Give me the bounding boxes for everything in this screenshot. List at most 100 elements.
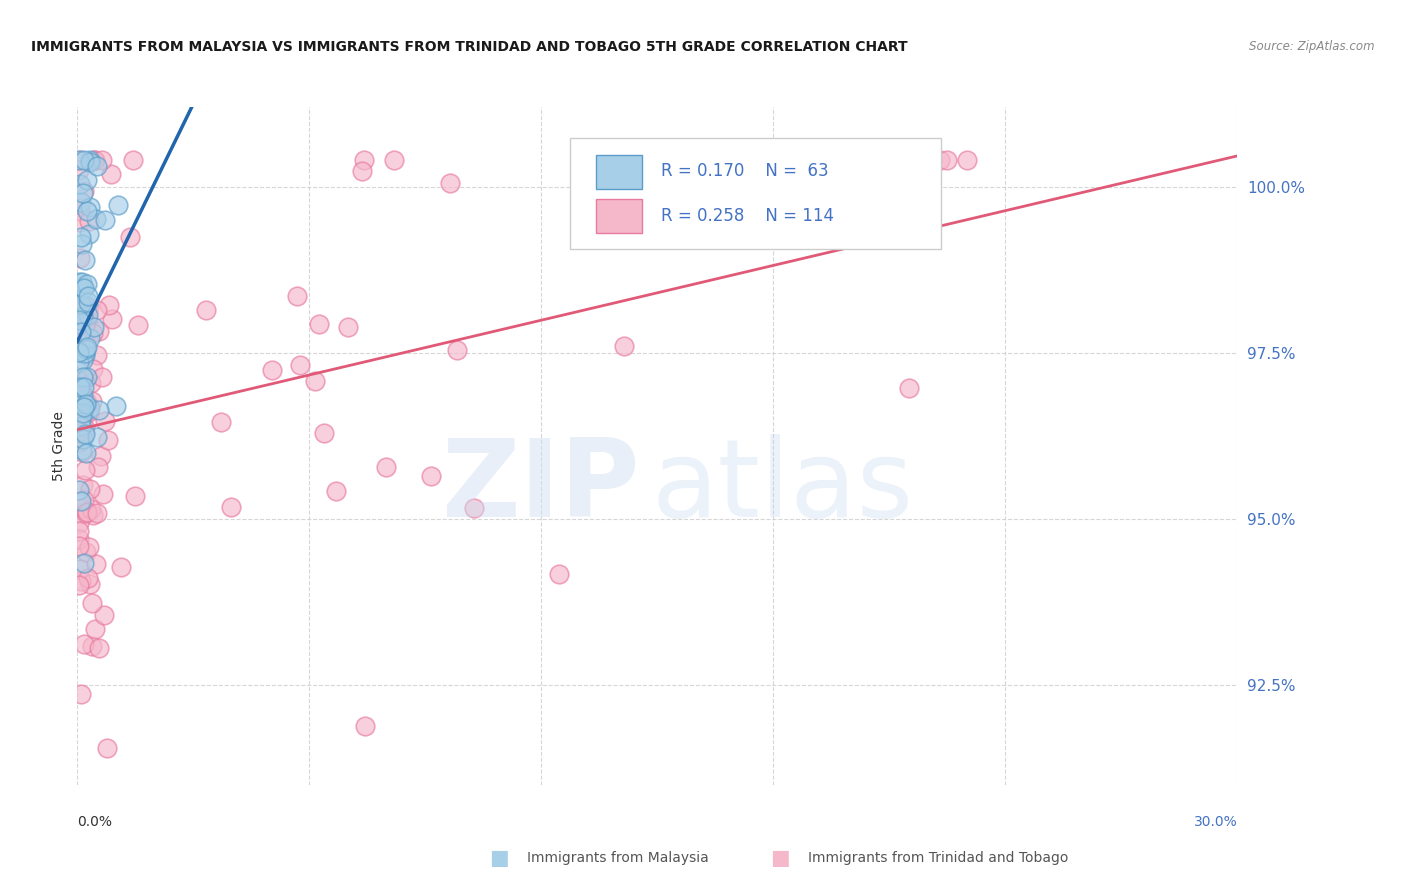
Point: [956, 153, 979, 168]
Point: [96, 741, 118, 756]
Point: [69, 325, 91, 339]
Point: [290, 358, 312, 372]
Point: [89, 641, 111, 656]
Point: [72, 406, 94, 420]
Point: [314, 425, 336, 440]
Point: [70, 236, 93, 251]
Point: [69, 203, 91, 218]
Point: [101, 311, 124, 326]
Point: [67, 415, 90, 429]
Point: [100, 167, 122, 181]
Point: [73, 346, 96, 360]
Point: [221, 500, 243, 515]
Point: [73, 462, 96, 476]
Point: [73, 184, 96, 198]
Point: [93, 607, 115, 622]
Point: [910, 194, 932, 208]
Point: [76, 277, 98, 291]
Point: [82, 508, 104, 523]
Point: [118, 229, 141, 244]
Point: [73, 400, 96, 414]
Point: [73, 153, 96, 168]
Point: [70, 297, 93, 311]
Point: [375, 460, 398, 475]
Point: [82, 362, 104, 376]
Point: [84, 153, 107, 168]
Point: [77, 289, 100, 303]
Point: [69, 374, 91, 388]
Point: [79, 331, 101, 345]
Point: [96, 434, 118, 448]
Point: [70, 194, 93, 209]
Bar: [596, 155, 643, 189]
Point: [72, 432, 94, 446]
Point: [107, 197, 129, 211]
Point: [79, 401, 101, 416]
Y-axis label: 5th Grade: 5th Grade: [52, 411, 66, 481]
Point: [73, 373, 96, 387]
Text: ■: ■: [770, 848, 790, 868]
Text: ZIP: ZIP: [441, 434, 640, 540]
Bar: [596, 199, 643, 233]
Point: [67, 355, 90, 369]
Point: [94, 413, 117, 427]
Point: [76, 404, 98, 418]
Point: [84, 557, 107, 571]
Point: [67, 516, 90, 531]
Point: [70, 275, 93, 289]
Point: [67, 345, 90, 359]
Point: [209, 416, 232, 430]
Point: [69, 574, 91, 588]
Point: [75, 348, 97, 362]
Point: [67, 335, 90, 350]
Point: [72, 186, 94, 201]
Point: [69, 215, 91, 229]
Point: [67, 539, 90, 553]
Point: [77, 541, 100, 555]
Point: [936, 153, 959, 168]
Text: ■: ■: [489, 848, 509, 868]
Point: [76, 204, 98, 219]
Point: [73, 556, 96, 570]
Point: [76, 340, 98, 354]
Point: [72, 387, 94, 401]
Point: [124, 489, 146, 503]
Point: [77, 227, 100, 241]
Text: 30.0%: 30.0%: [1194, 815, 1237, 830]
Point: [94, 213, 117, 227]
Point: [73, 297, 96, 311]
Point: [67, 524, 90, 538]
Point: [79, 153, 101, 168]
Point: [122, 153, 145, 168]
Point: [75, 506, 97, 520]
Text: Immigrants from Trinidad and Tobago: Immigrants from Trinidad and Tobago: [808, 851, 1069, 865]
Text: R = 0.258    N = 114: R = 0.258 N = 114: [661, 207, 834, 225]
Point: [86, 460, 108, 475]
Point: [77, 308, 100, 322]
Point: [79, 376, 101, 390]
Point: [67, 577, 90, 591]
Point: [79, 200, 101, 214]
Point: [69, 251, 91, 265]
Point: [67, 275, 90, 289]
Point: [69, 418, 91, 433]
Point: [73, 318, 96, 332]
Point: [70, 445, 93, 459]
Point: [304, 374, 326, 388]
Point: [69, 562, 91, 576]
Point: [70, 345, 93, 359]
Point: [350, 163, 373, 178]
Point: [70, 230, 93, 244]
Text: atlas: atlas: [651, 434, 914, 540]
Point: [195, 303, 218, 318]
Point: [69, 430, 91, 444]
Point: [67, 399, 90, 413]
Point: [90, 369, 112, 384]
Point: [67, 533, 90, 547]
Point: [110, 559, 132, 574]
Point: [439, 176, 461, 190]
Point: [72, 492, 94, 507]
Point: [87, 402, 110, 417]
Text: 0.0%: 0.0%: [77, 815, 112, 830]
Point: [67, 312, 90, 326]
